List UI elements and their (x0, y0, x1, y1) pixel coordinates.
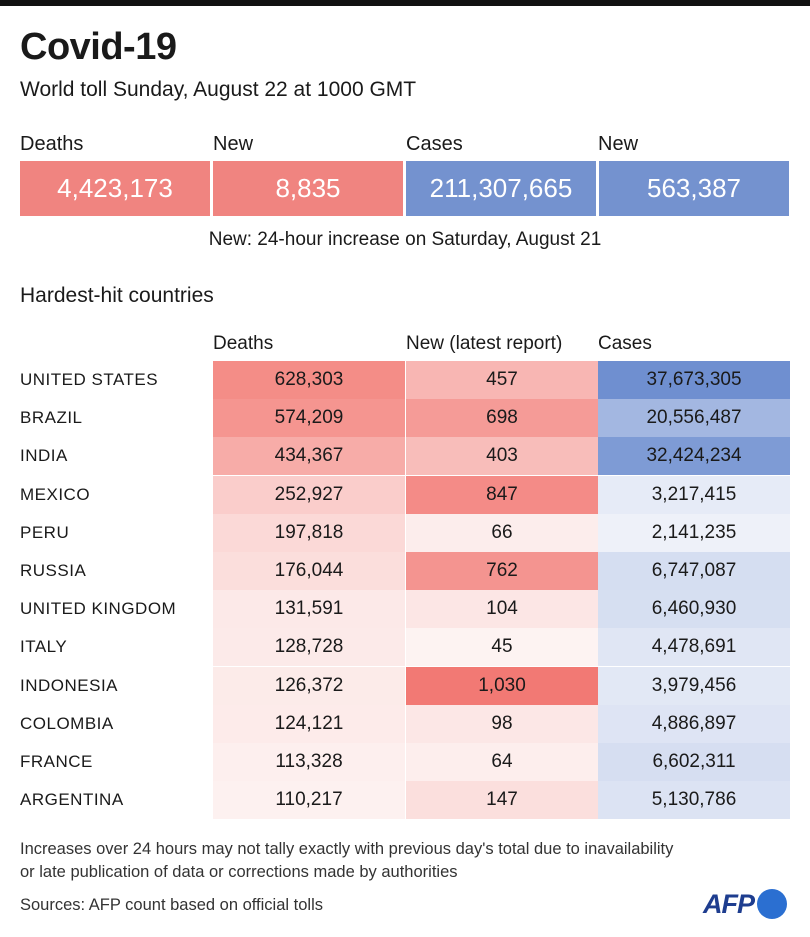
cell-deaths: 628,303 (213, 361, 405, 399)
country-name: COLOMBIA (20, 713, 114, 733)
country-name: MEXICO (20, 484, 91, 504)
country-name: INDONESIA (20, 675, 119, 695)
table-row: BRAZIL 574,209 698 20,556,487 (0, 399, 810, 438)
page-subtitle: World toll Sunday, August 22 at 1000 GMT (20, 78, 417, 101)
afp-logo-dot (757, 889, 787, 919)
table-row: UNITED STATES 628,303 457 37,673,305 (0, 361, 810, 399)
country-name: UNITED KINGDOM (20, 599, 177, 619)
cell-new: 66 (406, 513, 598, 552)
cell-deaths: 131,591 (213, 590, 405, 629)
country-name: UNITED STATES (20, 370, 159, 389)
top-rule (0, 0, 810, 6)
cell-cases: 6,602,311 (598, 743, 790, 781)
cell-cases: 6,747,087 (598, 552, 790, 590)
cell-cases: 6,460,930 (598, 590, 790, 629)
table-row: INDIA 434,367 403 32,424,234 (0, 437, 810, 476)
new-deaths-label: New (213, 133, 254, 155)
table-row: RUSSIA 176,044 762 6,747,087 (0, 552, 810, 590)
page-title: Covid-19 (20, 26, 177, 68)
section-title: Hardest-hit countries (20, 284, 214, 307)
cell-deaths: 434,367 (213, 437, 405, 476)
cell-new: 457 (406, 361, 598, 399)
table-row: MEXICO 252,927 847 3,217,415 (0, 475, 810, 514)
cases-label: Cases (406, 133, 463, 155)
deaths-total-box: 4,423,173 (20, 161, 210, 216)
country-name: ARGENTINA (20, 790, 124, 810)
new-cases-label: New (598, 133, 639, 155)
column-header-deaths: Deaths (213, 333, 274, 354)
summary-note: New: 24-hour increase on Saturday, Augus… (208, 229, 602, 250)
cell-new: 45 (406, 628, 598, 667)
table-row: COLOMBIA 124,121 98 4,886,897 (0, 704, 810, 743)
cell-deaths: 176,044 (213, 552, 405, 590)
cell-deaths: 110,217 (213, 781, 405, 820)
sources-note: Sources: AFP count based on official tol… (20, 896, 323, 914)
cell-new: 762 (406, 552, 598, 590)
cell-cases: 3,979,456 (598, 666, 790, 705)
column-header-cases: Cases (598, 333, 652, 354)
cell-deaths: 126,372 (213, 666, 405, 705)
cases-total-box: 211,307,665 (406, 161, 596, 216)
cell-new: 104 (406, 590, 598, 629)
cell-new: 847 (406, 475, 598, 514)
country-name: PERU (20, 522, 70, 542)
table-row: UNITED KINGDOM 131,591 104 6,460,930 (0, 590, 810, 629)
country-name: BRAZIL (20, 408, 83, 428)
cell-cases: 5,130,786 (598, 781, 790, 820)
footnote: Increases over 24 hours may not tally ex… (20, 838, 673, 884)
cell-cases: 3,217,415 (598, 475, 790, 514)
country-name: ITALY (20, 637, 68, 657)
table-row: INDONESIA 126,372 1,030 3,979,456 (0, 666, 810, 705)
cell-deaths: 574,209 (213, 399, 405, 438)
cell-deaths: 197,818 (213, 513, 405, 552)
cell-cases: 32,424,234 (598, 437, 790, 476)
footnote-line-2: or late publication of data or correctio… (20, 863, 458, 881)
cell-deaths: 252,927 (213, 475, 405, 514)
cell-cases: 20,556,487 (598, 399, 790, 438)
cell-deaths: 113,328 (213, 743, 405, 781)
footnote-line-1: Increases over 24 hours may not tally ex… (20, 840, 674, 858)
cell-new: 1,030 (406, 666, 598, 705)
country-name: FRANCE (20, 752, 93, 771)
table-row: FRANCE 113,328 64 6,602,311 (0, 743, 810, 781)
column-header-new: New (latest report) (406, 333, 563, 354)
table-row: ARGENTINA 110,217 147 5,130,786 (0, 781, 810, 820)
cell-cases: 4,478,691 (598, 628, 790, 667)
new-cases-box: 563,387 (599, 161, 789, 216)
cell-cases: 4,886,897 (598, 704, 790, 743)
cell-new: 64 (406, 743, 598, 781)
table-row: PERU 197,818 66 2,141,235 (0, 513, 810, 552)
new-deaths-box: 8,835 (213, 161, 403, 216)
cell-deaths: 128,728 (213, 628, 405, 667)
country-name: INDIA (20, 446, 68, 466)
cell-new: 98 (406, 704, 598, 743)
cell-new: 403 (406, 437, 598, 476)
deaths-label: Deaths (20, 133, 84, 155)
cell-new: 147 (406, 781, 598, 820)
cell-deaths: 124,121 (213, 704, 405, 743)
cell-new: 698 (406, 399, 598, 438)
cell-cases: 37,673,305 (598, 361, 790, 399)
table-row: ITALY 128,728 45 4,478,691 (0, 628, 810, 667)
country-name: RUSSIA (20, 561, 87, 580)
afp-logo: AFP (703, 886, 787, 922)
afp-logo-text: AFP (703, 888, 755, 919)
cell-cases: 2,141,235 (598, 513, 790, 552)
